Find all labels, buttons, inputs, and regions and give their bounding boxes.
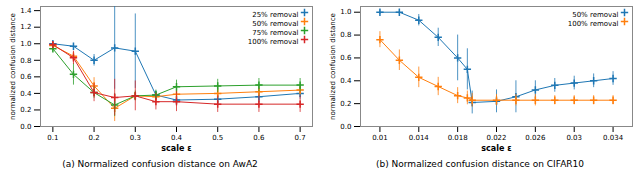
svg-text:1.0: 1.0: [20, 40, 31, 48]
svg-text:0.2: 0.2: [89, 134, 100, 142]
svg-text:normalized confusion distance: normalized confusion distance: [329, 13, 337, 120]
svg-text:75% removal: 75% removal: [252, 29, 298, 37]
html-text:(a) Normalized confusion dista: (a) Normalized confusion distance on AwA…: [62, 159, 258, 169]
svg-text:0.4: 0.4: [340, 77, 352, 85]
svg-text:0.8: 0.8: [340, 31, 351, 39]
svg-text:100% removal: 100% removal: [248, 38, 299, 46]
html-text:(b) Normalized confusion dista: (b) Normalized confusion distance on CIF…: [376, 159, 584, 169]
svg-text:0.5: 0.5: [212, 134, 223, 142]
svg-text:0.01: 0.01: [372, 134, 388, 142]
svg-text:normalized confusion distance: normalized confusion distance: [9, 13, 17, 120]
svg-text:0.026: 0.026: [525, 134, 546, 142]
svg-text:50% removal: 50% removal: [572, 11, 618, 19]
svg-text:0.4: 0.4: [20, 90, 32, 98]
svg-text:0.8: 0.8: [20, 57, 31, 65]
svg-text:0.6: 0.6: [20, 73, 32, 81]
svg-text:scale ε: scale ε: [481, 144, 511, 153]
svg-text:0.6: 0.6: [253, 134, 265, 142]
svg-text:50% removal: 50% removal: [252, 20, 298, 28]
svg-text:0.018: 0.018: [448, 134, 468, 142]
svg-text:0.2: 0.2: [20, 106, 31, 114]
svg-text:0.2: 0.2: [340, 100, 351, 108]
svg-text:0.3: 0.3: [130, 134, 141, 142]
svg-text:0.1: 0.1: [47, 134, 58, 142]
svg-text:0.4: 0.4: [171, 134, 183, 142]
svg-text:0.7: 0.7: [295, 134, 306, 142]
svg-text:0.022: 0.022: [486, 134, 506, 142]
svg-text:1.4: 1.4: [20, 7, 32, 15]
svg-text:0.0: 0.0: [340, 123, 351, 131]
svg-text:100% removal: 100% removal: [568, 20, 619, 28]
svg-text:scale ε: scale ε: [161, 144, 191, 153]
svg-text:0.0: 0.0: [20, 123, 31, 131]
svg-text:0.6: 0.6: [340, 54, 352, 62]
svg-text:0.03: 0.03: [566, 134, 582, 142]
svg-text:0.014: 0.014: [409, 134, 430, 142]
svg-text:1.2: 1.2: [20, 23, 31, 31]
svg-text:0.034: 0.034: [603, 134, 624, 142]
svg-text:1.0: 1.0: [340, 8, 351, 16]
svg-text:25% removal: 25% removal: [252, 11, 298, 19]
